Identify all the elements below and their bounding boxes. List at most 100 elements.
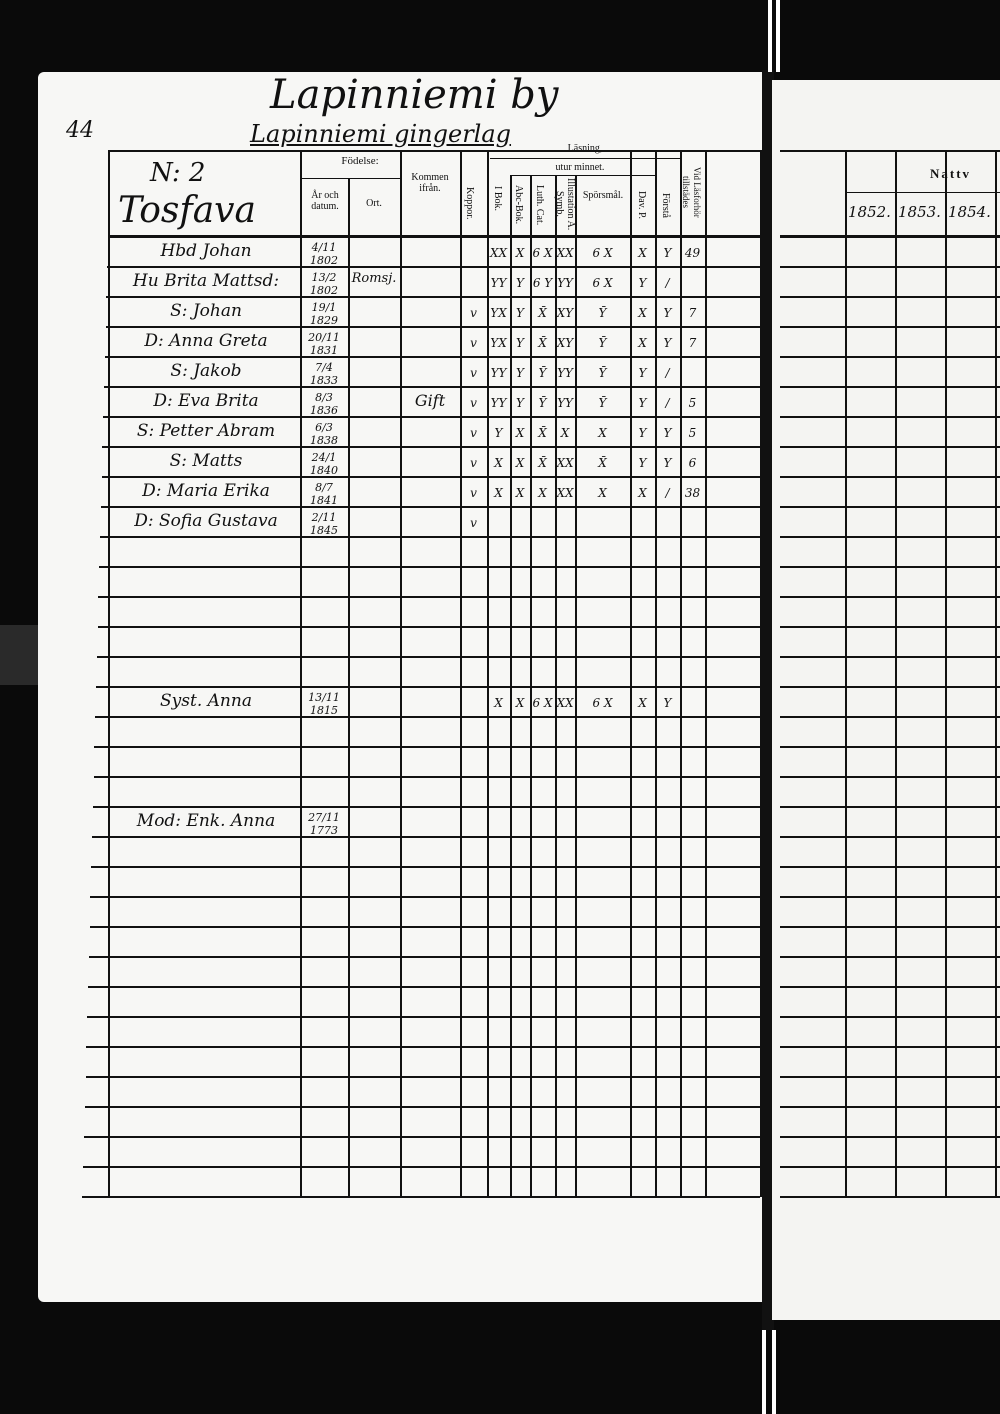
- column-line: [400, 150, 402, 1197]
- header-ort: Ort.: [366, 198, 382, 209]
- row-line: [84, 1136, 760, 1138]
- birth-date: 8/3 1836: [310, 391, 338, 417]
- right-row-line: [780, 446, 1000, 448]
- person-name: D: Maria Erika: [142, 481, 270, 501]
- header-utur-minnet: utur minnet.: [555, 162, 605, 173]
- person-name: Syst. Anna: [160, 691, 252, 711]
- smallpox-mark: v: [470, 336, 477, 350]
- reading-mark: 6 X: [592, 276, 613, 290]
- column-line: [655, 150, 657, 1197]
- reading-mark: Y: [638, 426, 647, 440]
- reading-mark: Y: [663, 306, 672, 320]
- smallpox-mark: v: [470, 456, 477, 470]
- right-header-nattv: Nattv: [930, 166, 972, 181]
- reading-mark: Y: [516, 366, 524, 380]
- reading-mark: Y: [638, 456, 647, 470]
- household-number: N: 2: [150, 158, 206, 188]
- birth-date: 2/11 1845: [310, 511, 338, 537]
- right-row-line: [780, 356, 1000, 358]
- right-row-line: [780, 1196, 1000, 1198]
- right-row-line: [780, 1046, 1000, 1048]
- examination-mark: 49: [684, 246, 701, 260]
- column-line: [348, 178, 350, 1197]
- reading-mark: XX: [556, 246, 574, 260]
- person-name: S: Johan: [170, 301, 242, 321]
- row-line: [92, 806, 760, 808]
- reading-mark: X: [538, 486, 547, 500]
- right-column-line: [995, 150, 997, 1197]
- reading-mark: YY: [490, 396, 507, 410]
- spine-mark: [768, 0, 772, 72]
- row-line: [102, 446, 760, 448]
- reading-mark: X: [638, 486, 647, 500]
- reading-mark: X: [638, 306, 647, 320]
- person-name: Hbd Johan: [160, 241, 252, 261]
- header-luth-cat: Luth. Cat.: [534, 184, 545, 226]
- right-row-line: [780, 296, 1000, 298]
- person-name: D: Eva Brita: [153, 391, 259, 411]
- reading-mark: 6 X: [592, 696, 613, 710]
- reading-mark: YY: [490, 366, 507, 380]
- reading-mark: X̄: [538, 426, 547, 440]
- right-row-line: [780, 776, 1000, 778]
- reading-mark: X̄: [538, 456, 547, 470]
- right-row-line: [780, 266, 1000, 268]
- row-line: [94, 746, 760, 748]
- year-1854: 1854.: [948, 203, 991, 221]
- row-line: [84, 1106, 760, 1108]
- reading-mark: 6 X: [532, 696, 553, 710]
- smallpox-mark: v: [470, 486, 477, 500]
- row-line: [106, 296, 760, 298]
- column-line: [555, 175, 557, 1197]
- person-name: Hu Brita Mattsd:: [132, 271, 280, 291]
- reading-mark: 6 X: [532, 246, 553, 260]
- right-row-line: [780, 716, 1000, 718]
- right-row-line: [780, 956, 1000, 958]
- examination-mark: 7: [688, 306, 697, 320]
- right-column-line: [945, 150, 947, 1197]
- column-line: [487, 150, 489, 1197]
- row-line: [103, 416, 760, 418]
- reading-mark: X: [638, 336, 647, 350]
- row-line: [107, 266, 760, 268]
- header-kommen: Kommen ifrån.: [411, 172, 449, 194]
- person-name: S: Matts: [169, 451, 243, 471]
- reading-mark: Y: [663, 426, 672, 440]
- reading-mark: YY: [557, 276, 573, 290]
- right-row-line: [780, 1076, 1000, 1078]
- right-row-line: [780, 416, 1000, 418]
- person-name: D: Sofia Gustava: [134, 511, 278, 531]
- examination-mark: 5: [688, 396, 697, 410]
- reading-mark: X: [494, 486, 503, 500]
- reading-mark: Ȳ: [598, 306, 607, 320]
- row-line: [88, 956, 760, 958]
- right-row-line: [780, 596, 1000, 598]
- person-name: Mod: Enk. Anna: [136, 811, 276, 831]
- reading-mark: 6 X: [592, 246, 613, 260]
- right-row-line: [780, 626, 1000, 628]
- reading-mark: Y: [638, 396, 647, 410]
- row-line: [100, 506, 760, 508]
- page-subtitle: Lapinniemi gingerlag: [250, 120, 512, 148]
- right-row-line: [780, 746, 1000, 748]
- right-row-line: [780, 926, 1000, 928]
- birth-date: 27/11 1773: [308, 811, 340, 837]
- person-name: S: Petter Abram: [136, 421, 276, 441]
- header-abc-bok: Abc-Bok.: [513, 185, 524, 225]
- smallpox-mark: v: [470, 396, 477, 410]
- birth-date: 20/11 1831: [308, 331, 340, 357]
- reading-mark: 6 Y: [532, 276, 553, 290]
- row-line: [104, 386, 760, 388]
- reading-mark: Y: [516, 396, 524, 410]
- right-year-divider: [845, 192, 1000, 193]
- row-line: [98, 596, 760, 598]
- birth-date: 24/1 1840: [310, 451, 338, 477]
- reading-mark: XX: [556, 486, 574, 500]
- row-line: [97, 626, 760, 628]
- reading-mark: Y: [494, 426, 503, 440]
- row-line: [93, 776, 760, 778]
- smallpox-mark: v: [470, 516, 477, 530]
- reading-mark: /: [665, 276, 670, 290]
- row-line: [82, 1196, 760, 1198]
- reading-mark: X: [638, 246, 647, 260]
